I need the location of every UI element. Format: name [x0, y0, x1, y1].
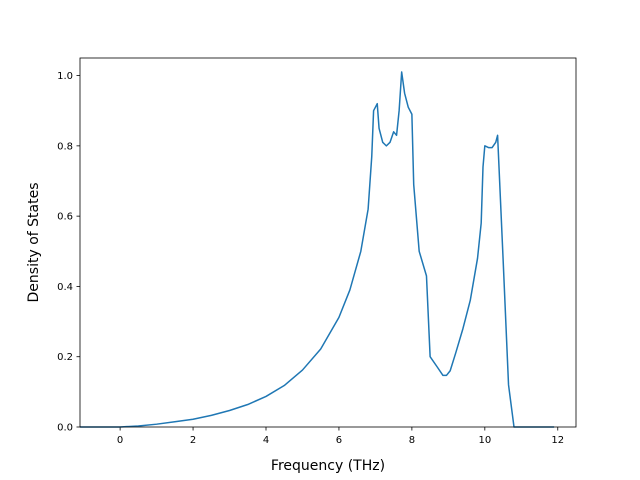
x-tick-label: 2	[190, 435, 196, 446]
x-axis-ticks: 0 2 4 6 8 10 12	[117, 427, 564, 446]
x-tick-label: 10	[478, 435, 491, 446]
y-axis-ticks: 0.0 0.2 0.4 0.6 0.8 1.0	[57, 71, 80, 434]
y-tick-label: 0.0	[57, 423, 73, 434]
y-tick-label: 0.4	[57, 282, 73, 293]
x-tick-label: 4	[263, 435, 269, 446]
y-tick-label: 0.8	[57, 141, 73, 152]
x-axis-label: Frequency (THz)	[271, 458, 385, 474]
x-tick-label: 8	[409, 435, 415, 446]
y-tick-label: 0.6	[57, 212, 73, 223]
x-tick-label: 0	[117, 435, 123, 446]
y-axis-label: Density of States	[26, 183, 42, 303]
x-tick-label: 6	[336, 435, 342, 446]
y-tick-label: 1.0	[57, 71, 73, 82]
y-tick-label: 0.2	[57, 352, 73, 363]
dos-series-line	[80, 71, 555, 428]
x-tick-label: 12	[551, 435, 564, 446]
plot-area-frame	[79, 57, 577, 428]
